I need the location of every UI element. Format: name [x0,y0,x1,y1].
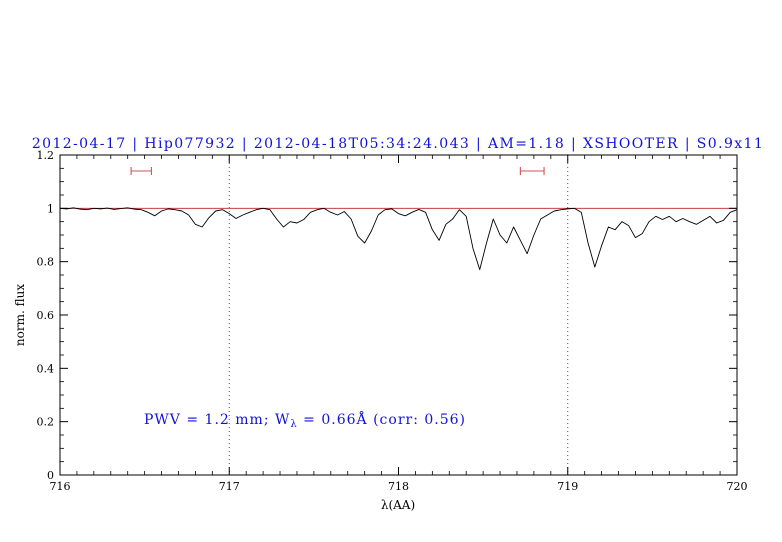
lambda-subscript: λ [290,419,298,430]
range-markers [130,167,545,175]
svg-text:717: 717 [219,480,240,493]
reference-lines [228,155,569,475]
plot-title: 2012-04-17 | Hip077932 | 2012-04-18T05:3… [31,136,765,152]
svg-text:0.8: 0.8 [37,256,55,269]
tick-labels: 716 717 718 719 720 0 0.2 0.4 0.6 0.8 1 1.2 [37,149,748,493]
svg-text:720: 720 [727,480,748,493]
y-axis-label: norm. flux [13,283,27,347]
axis-ticks [59,154,738,476]
x-axis-label: λ(AA) [380,498,416,512]
svg-text:1.2: 1.2 [37,149,55,162]
pwv-annotation-prefix: PWV = 1.2 mm; W [144,412,291,428]
svg-text:0.4: 0.4 [37,362,55,375]
svg-text:716: 716 [50,480,71,493]
spectrum-line [59,207,738,271]
svg-text:0.2: 0.2 [37,416,55,429]
pwv-annotation-suffix: = 0.66Å (corr: 0.56) [297,412,466,428]
svg-text:0: 0 [47,469,54,482]
svg-text:1: 1 [47,202,54,215]
pwv-annotation: PWV = 1.2 mm; Wλ = 0.66Å (corr: 0.56) [144,412,466,430]
svg-text:0.6: 0.6 [37,309,55,322]
svg-text:718: 718 [388,480,409,493]
svg-text:719: 719 [557,480,578,493]
